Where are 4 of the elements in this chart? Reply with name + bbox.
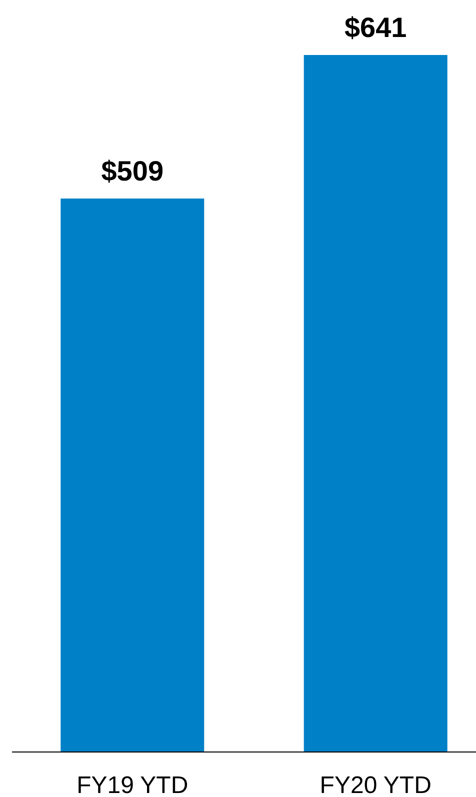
x-tick-label: FY20 YTD [320, 772, 432, 797]
data-label: $509 [101, 156, 164, 187]
x-tick-label: FY19 YTD [76, 772, 188, 797]
data-label: $641 [344, 12, 407, 43]
